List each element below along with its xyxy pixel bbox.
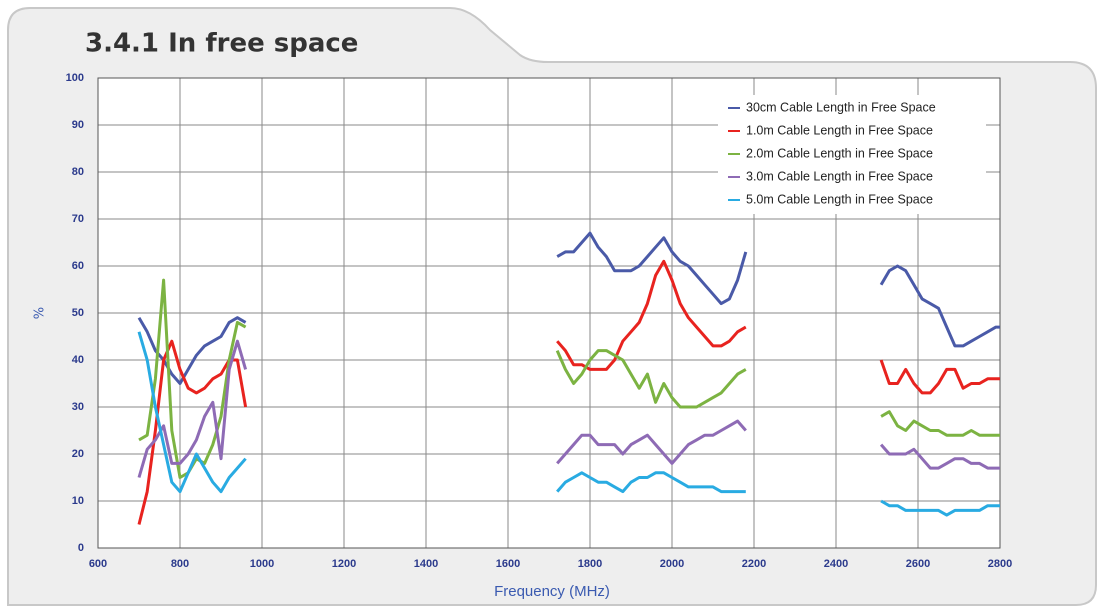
x-tick-label: 1600 — [496, 558, 520, 570]
x-tick-label: 1400 — [414, 558, 438, 570]
x-tick-label: 2000 — [660, 558, 684, 570]
legend-label: 2.0m Cable Length in Free Space — [746, 146, 933, 160]
plot-border — [97, 77, 1001, 549]
x-tick-label: 600 — [89, 558, 107, 570]
y-tick-label: 80 — [72, 166, 84, 178]
x-tick-label: 2400 — [824, 558, 848, 570]
y-tick-label: 50 — [72, 307, 84, 319]
y-tick-label: 20 — [72, 448, 84, 460]
legend-label: 5.0m Cable Length in Free Space — [746, 192, 933, 206]
x-tick-label: 1000 — [250, 558, 274, 570]
x-axis-label: Frequency (MHz) — [494, 583, 610, 600]
legend-box — [718, 95, 986, 214]
x-tick-label: 2800 — [988, 558, 1012, 570]
y-tick-label: 0 — [78, 542, 84, 554]
y-tick-label: 10 — [72, 495, 84, 507]
y-tick-label: 70 — [72, 213, 84, 225]
series-line — [137, 331, 1000, 517]
x-tick-label: 1800 — [578, 558, 602, 570]
y-tick-label: 60 — [72, 260, 84, 272]
legend-label: 1.0m Cable Length in Free Space — [746, 123, 933, 137]
x-tick-label: 1200 — [332, 558, 356, 570]
chart-title: 3.4.1 In free space — [85, 29, 358, 59]
y-axis-label: % — [33, 307, 48, 319]
y-tick-label: 100 — [66, 72, 84, 84]
legend-label: 3.0m Cable Length in Free Space — [746, 169, 933, 183]
y-tick-label: 30 — [72, 401, 84, 413]
series-line — [137, 339, 1000, 478]
x-tick-label: 2600 — [906, 558, 930, 570]
y-tick-label: 90 — [72, 119, 84, 131]
y-tick-label: 40 — [72, 354, 84, 366]
x-tick-label: 800 — [171, 558, 189, 570]
legend-label: 30cm Cable Length in Free Space — [746, 100, 936, 114]
x-tick-label: 2200 — [742, 558, 766, 570]
